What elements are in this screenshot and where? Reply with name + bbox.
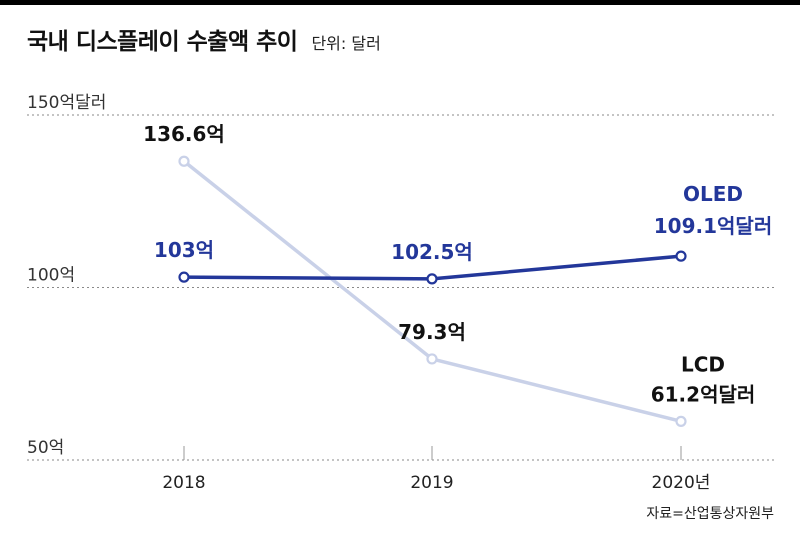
lcd-data-label-2: 61.2억달러 xyxy=(651,382,756,406)
oled-series-name: OLED xyxy=(683,182,743,206)
x-tick-label-2: 2020년 xyxy=(652,473,711,493)
lcd-point-2 xyxy=(675,415,687,427)
y-tick-label-0: 150억달러 xyxy=(27,93,106,113)
top-bar xyxy=(0,0,800,5)
unit-label: 단위: 달러 xyxy=(311,34,381,53)
oled-point-0 xyxy=(178,271,190,283)
oled-data-label-1: 102.5억 xyxy=(391,240,473,264)
oled-data-label-2: 109.1억달러 xyxy=(654,214,772,238)
lcd-series-line xyxy=(182,159,682,424)
lcd-point-0 xyxy=(178,155,190,167)
lcd-series-name: LCD xyxy=(681,352,725,376)
y-tick-label-1: 100억 xyxy=(27,266,75,286)
lcd-data-label-0: 136.6억 xyxy=(143,122,225,146)
chart-title: 국내 디스플레이 수출액 추이 xyxy=(27,29,298,55)
title-row: 국내 디스플레이 수출액 추이 단위: 달러 xyxy=(27,22,381,56)
oled-point-1 xyxy=(426,273,438,285)
lcd-point-1 xyxy=(426,353,438,365)
y-tick-label-2: 50억 xyxy=(27,438,64,458)
x-tick-label-0: 2018 xyxy=(162,473,205,493)
source-note: 자료=산업통상자원부 xyxy=(646,506,774,522)
oled-data-label-0: 103억 xyxy=(154,238,214,262)
oled-point-2 xyxy=(675,250,687,262)
lcd-data-label-1: 79.3억 xyxy=(398,320,466,344)
x-tick-label-1: 2019 xyxy=(410,473,453,493)
